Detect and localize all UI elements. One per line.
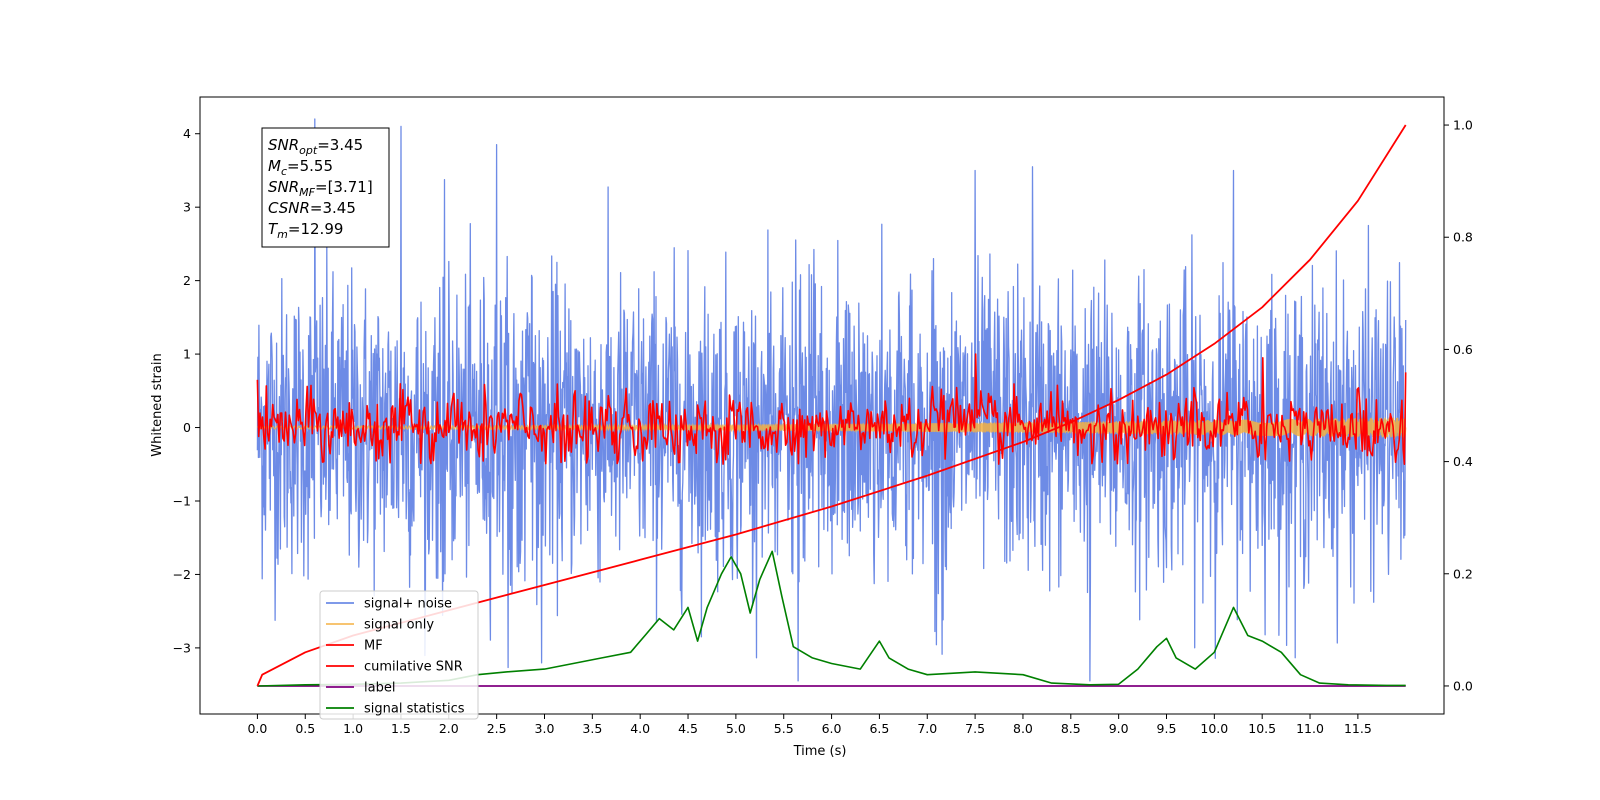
legend-label: signal only [364, 618, 434, 633]
y2-tick-label: 0.4 [1453, 454, 1473, 469]
x-tick-label: 3.5 [582, 721, 602, 736]
info-line: CSNR=3.45 [268, 199, 356, 217]
x-tick-label: 7.5 [965, 721, 985, 736]
x-tick-label: 9.0 [1109, 721, 1129, 736]
y2-tick-label: 1.0 [1453, 118, 1473, 133]
legend-label: signal+ noise [364, 597, 452, 612]
x-tick-label: 8.5 [1061, 721, 1081, 736]
x-tick-label: 1.5 [391, 721, 411, 736]
legend-label: label [364, 681, 395, 696]
y-tick-label: 1 [183, 347, 191, 362]
info-line: SNRopt=3.45 [268, 136, 363, 157]
x-axis: 0.0 0.5 1.0 1.5 2.0 2.5 3.0 3.5 4.0 4.5 5.0 5.5 6.0 6… [247, 714, 1372, 736]
x-tick-label: 9.5 [1157, 721, 1177, 736]
legend-label: MF [364, 639, 383, 654]
x-tick-label: 7.0 [917, 721, 937, 736]
y-tick-label: 0 [183, 420, 191, 435]
x-tick-label: 11.0 [1296, 721, 1324, 736]
x-tick-label: 5.0 [726, 721, 746, 736]
x-tick-label: 0.0 [247, 721, 267, 736]
x-tick-label: 11.5 [1344, 721, 1372, 736]
series-mf [256, 353, 1407, 465]
legend-frame [319, 590, 479, 720]
info-line: Tm=12.99 [268, 220, 343, 241]
y-tick-label: 3 [183, 200, 191, 215]
y-tick-label: 2 [183, 273, 191, 288]
info-box-frame [261, 127, 390, 248]
info-line: Mc=5.55 [268, 157, 333, 178]
x-tick-label: 2.5 [487, 721, 507, 736]
x-tick-label: 10.0 [1200, 721, 1228, 736]
plot-frame [199, 96, 1445, 715]
x-tick-label: 5.5 [774, 721, 794, 736]
y-tick-label: −2 [173, 567, 191, 582]
y-tick-label: 4 [183, 126, 191, 141]
y-tick-label: −1 [173, 493, 191, 508]
y2-tick-label: 0.8 [1453, 230, 1473, 245]
x-tick-label: 1.0 [343, 721, 363, 736]
x-tick-label: 3.0 [535, 721, 555, 736]
x-axis-label: Time (s) [793, 744, 847, 759]
x-tick-label: 8.0 [1013, 721, 1033, 736]
y-tick-label: −3 [173, 640, 191, 655]
x-tick-label: 4.0 [630, 721, 650, 736]
y2-tick-label: 0.2 [1453, 566, 1473, 581]
y2-tick-label: 0.6 [1453, 342, 1473, 357]
info-line: SNRMF=[3.71] [268, 178, 373, 199]
legend-label: signal statistics [364, 702, 465, 717]
y-axis-label: Whitened strain [150, 353, 165, 456]
x-tick-label: 2.0 [439, 721, 459, 736]
legend: signal+ noise signal only MF cumilative SNR… [319, 590, 479, 720]
x-tick-label: 4.5 [678, 721, 698, 736]
legend-label: cumilative SNR [364, 660, 463, 675]
x-tick-label: 0.5 [295, 721, 315, 736]
y2-axis: 1.0 0.8 0.6 0.4 0.2 0.0 [1444, 118, 1473, 693]
x-tick-label: 6.5 [869, 721, 889, 736]
y-axis: 4 3 2 1 0 −1 −2 −3 [173, 126, 200, 655]
x-tick-label: 10.5 [1248, 721, 1276, 736]
y2-tick-label: 0.0 [1453, 678, 1473, 693]
x-tick-label: 6.0 [822, 721, 842, 736]
series-signal-statistics [257, 550, 1406, 687]
